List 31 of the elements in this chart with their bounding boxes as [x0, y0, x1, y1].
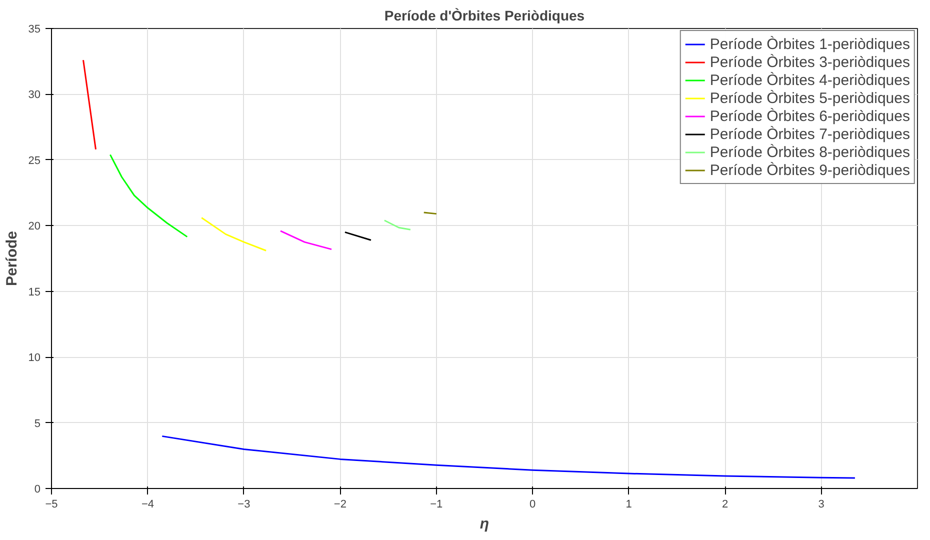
x-tick-label: −2 — [334, 498, 346, 510]
y-axis-title: Període — [3, 230, 20, 286]
y-tick-label: 35 — [28, 24, 41, 36]
x-tick-label: 0 — [530, 498, 536, 510]
y-tick-label: 30 — [28, 89, 41, 102]
legend-label: Període Òrbites 5-periòdiques — [710, 89, 910, 107]
legend-label: Període Òrbites 7-periòdiques — [710, 125, 910, 143]
legend-label: Període Òrbites 1-periòdiques — [710, 35, 910, 53]
x-tick-label: 3 — [818, 498, 824, 510]
x-tick-label: −4 — [141, 498, 154, 510]
line-series — [109, 154, 188, 238]
chart-title: Període d'Òrbites Periòdiques — [384, 8, 585, 24]
line-series — [161, 435, 856, 479]
legend-label: Període Òrbites 8-periòdiques — [710, 143, 910, 161]
legend-label: Període Òrbites 4-periòdiques — [710, 71, 910, 89]
x-tick-label: −5 — [45, 498, 58, 510]
x-tick-label: −3 — [238, 498, 250, 510]
x-tick-label: −1 — [430, 498, 443, 510]
y-tick-label: 0 — [34, 484, 41, 496]
legend-label: Període Òrbites 3-periòdiques — [710, 53, 910, 71]
line-series — [200, 217, 267, 252]
legend-label: Període Òrbites 6-periòdiques — [710, 107, 910, 125]
x-axis-title: η — [480, 516, 490, 532]
y-tick-label: 25 — [28, 154, 41, 167]
x-tick-label: 2 — [722, 498, 728, 510]
y-tick-label: 5 — [34, 418, 41, 430]
legend-label: Període Òrbites 9-periòdiques — [710, 161, 910, 179]
y-tick-label: 20 — [28, 220, 41, 233]
y-tick-label: 10 — [28, 352, 41, 364]
y-tick-label: 15 — [28, 286, 41, 298]
x-tick-label: 1 — [626, 498, 632, 510]
